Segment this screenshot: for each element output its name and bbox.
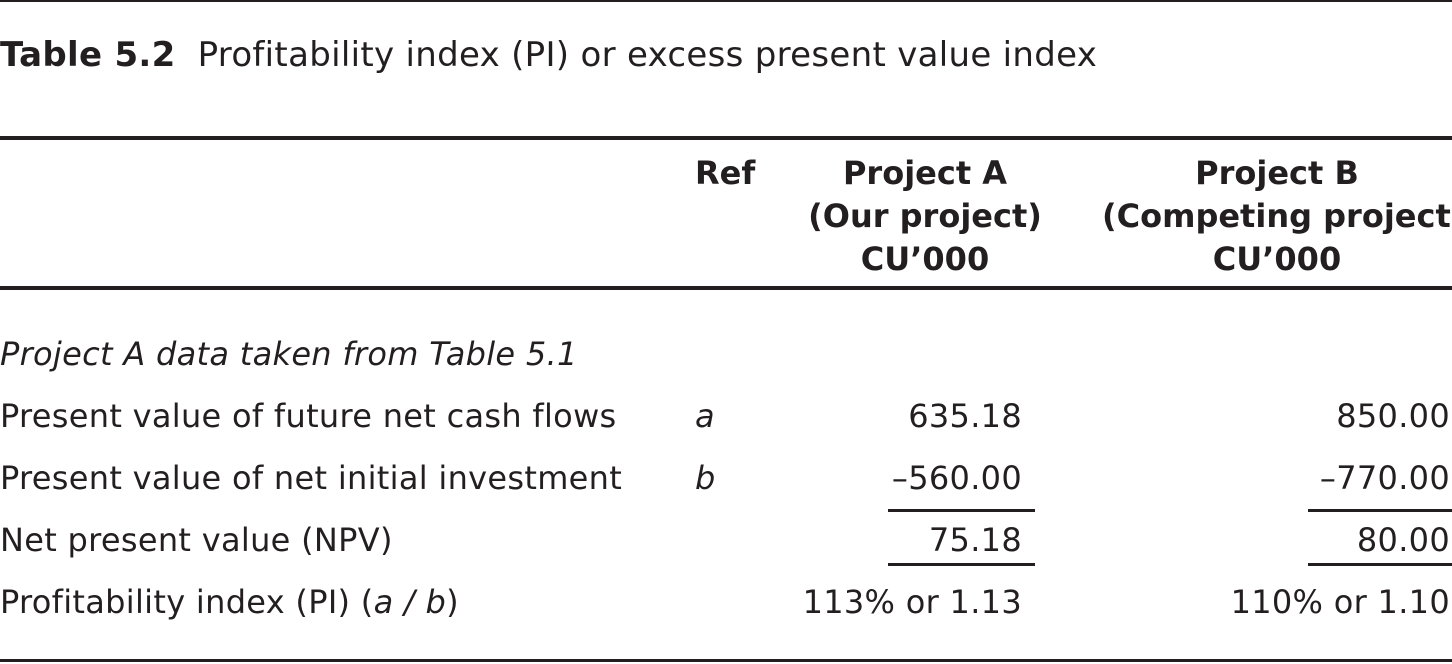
- row-ref-b: b: [695, 459, 716, 497]
- total-rule-project-b: [1308, 563, 1452, 566]
- row-value-project-a: 635.18: [908, 397, 1022, 435]
- row-value-project-b: 850.00: [1336, 397, 1450, 435]
- table-caption: Table 5.2 Profitability index (PI) or exc…: [0, 30, 1097, 80]
- bottom-rule: [0, 659, 1452, 662]
- header-top-rule: [0, 136, 1452, 140]
- header-bottom-rule: [0, 286, 1452, 290]
- column-header-project-a-line-3: CU’000: [860, 240, 990, 278]
- column-header-project-b: Project B (Competing project) CU’000: [1102, 152, 1452, 281]
- column-header-project-b-line-2: (Competing project): [1102, 197, 1452, 235]
- row-value-project-b: 80.00: [1356, 521, 1450, 559]
- row-value-project-a: 75.18: [928, 521, 1022, 559]
- total-rule-project-a: [888, 563, 1035, 566]
- row-label-profitability-index: Profitability index (PI) (a / b): [0, 582, 459, 622]
- row-label-pv-initial-investment: Present value of net initial investment: [0, 459, 623, 497]
- column-header-project-b-line-1: Project B: [1195, 154, 1359, 192]
- row-label-pi-prefix: Profitability index (PI) (: [0, 583, 374, 621]
- table-number: Table 5.2: [0, 35, 176, 75]
- column-header-ref: Ref: [695, 154, 756, 192]
- row-value-project-b: 110% or 1.10: [1230, 583, 1450, 621]
- row-label-pi-formula: a / b: [373, 583, 447, 621]
- table-note: Project A data taken from Table 5.1: [0, 335, 578, 373]
- top-rule: [0, 0, 1452, 2]
- row-label-npv: Net present value (NPV): [0, 521, 393, 559]
- row-value-project-a: 113% or 1.13: [802, 583, 1022, 621]
- subtotal-rule-project-a: [888, 509, 1035, 512]
- column-header-project-a-line-2: (Our project): [808, 197, 1042, 235]
- table-title: Profitability index (PI) or excess prese…: [197, 35, 1098, 75]
- row-value-project-b: –770.00: [1319, 459, 1450, 497]
- row-value-project-a: –560.00: [891, 459, 1022, 497]
- row-ref-a: a: [695, 397, 715, 435]
- column-header-project-b-line-3: CU’000: [1212, 240, 1342, 278]
- row-label-pi-suffix: ): [446, 583, 459, 621]
- column-header-project-a-line-1: Project A: [842, 154, 1008, 192]
- subtotal-rule-project-b: [1308, 509, 1452, 512]
- column-header-project-a: Project A (Our project) CU’000: [790, 152, 1060, 281]
- row-label-pv-future-cash-flows: Present value of future net cash flows: [0, 397, 617, 435]
